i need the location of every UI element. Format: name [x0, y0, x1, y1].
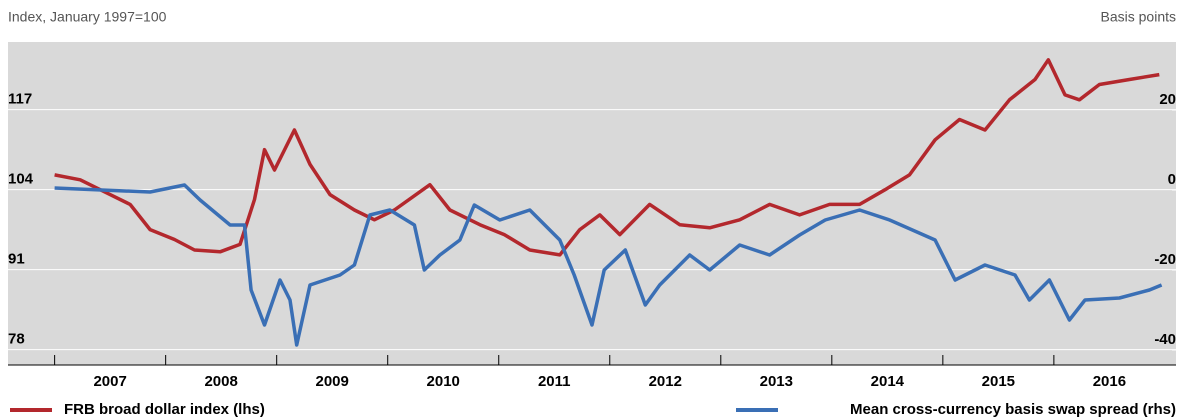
x-tick-label: 2016	[1093, 373, 1126, 390]
x-tick-label: 2012	[649, 373, 682, 390]
y2-tick-label: -20	[1154, 251, 1176, 268]
series-line	[54, 183, 1163, 347]
y2-tick-label: -40	[1154, 331, 1176, 348]
y-tick-label: 117	[8, 91, 32, 108]
legend-label: FRB broad dollar index (lhs)	[64, 401, 265, 418]
y-tick-label: 91	[8, 251, 25, 268]
x-tick-label: 2011	[538, 373, 571, 390]
y-tick-label: 104	[8, 171, 34, 188]
plot-background	[8, 42, 1176, 365]
x-tick-label: 2007	[93, 373, 126, 390]
x-tick-label: 2010	[427, 373, 460, 390]
x-tick-label: 2013	[760, 373, 793, 390]
y2-tick-label: 0	[1168, 171, 1176, 188]
y2-axis-label: Basis points	[1101, 9, 1176, 25]
y-tick-label: 78	[8, 331, 25, 348]
series-line	[54, 58, 1160, 257]
y2-tick-label: 20	[1159, 91, 1176, 108]
x-tick-label: 2014	[871, 373, 905, 390]
y-axis-label: Index, January 1997=100	[8, 9, 167, 25]
x-tick-label: 2009	[316, 373, 349, 390]
x-tick-label: 2015	[982, 373, 1015, 390]
legend-label: Mean cross-currency basis swap spread (r…	[850, 401, 1176, 418]
x-tick-label: 2008	[204, 373, 237, 390]
